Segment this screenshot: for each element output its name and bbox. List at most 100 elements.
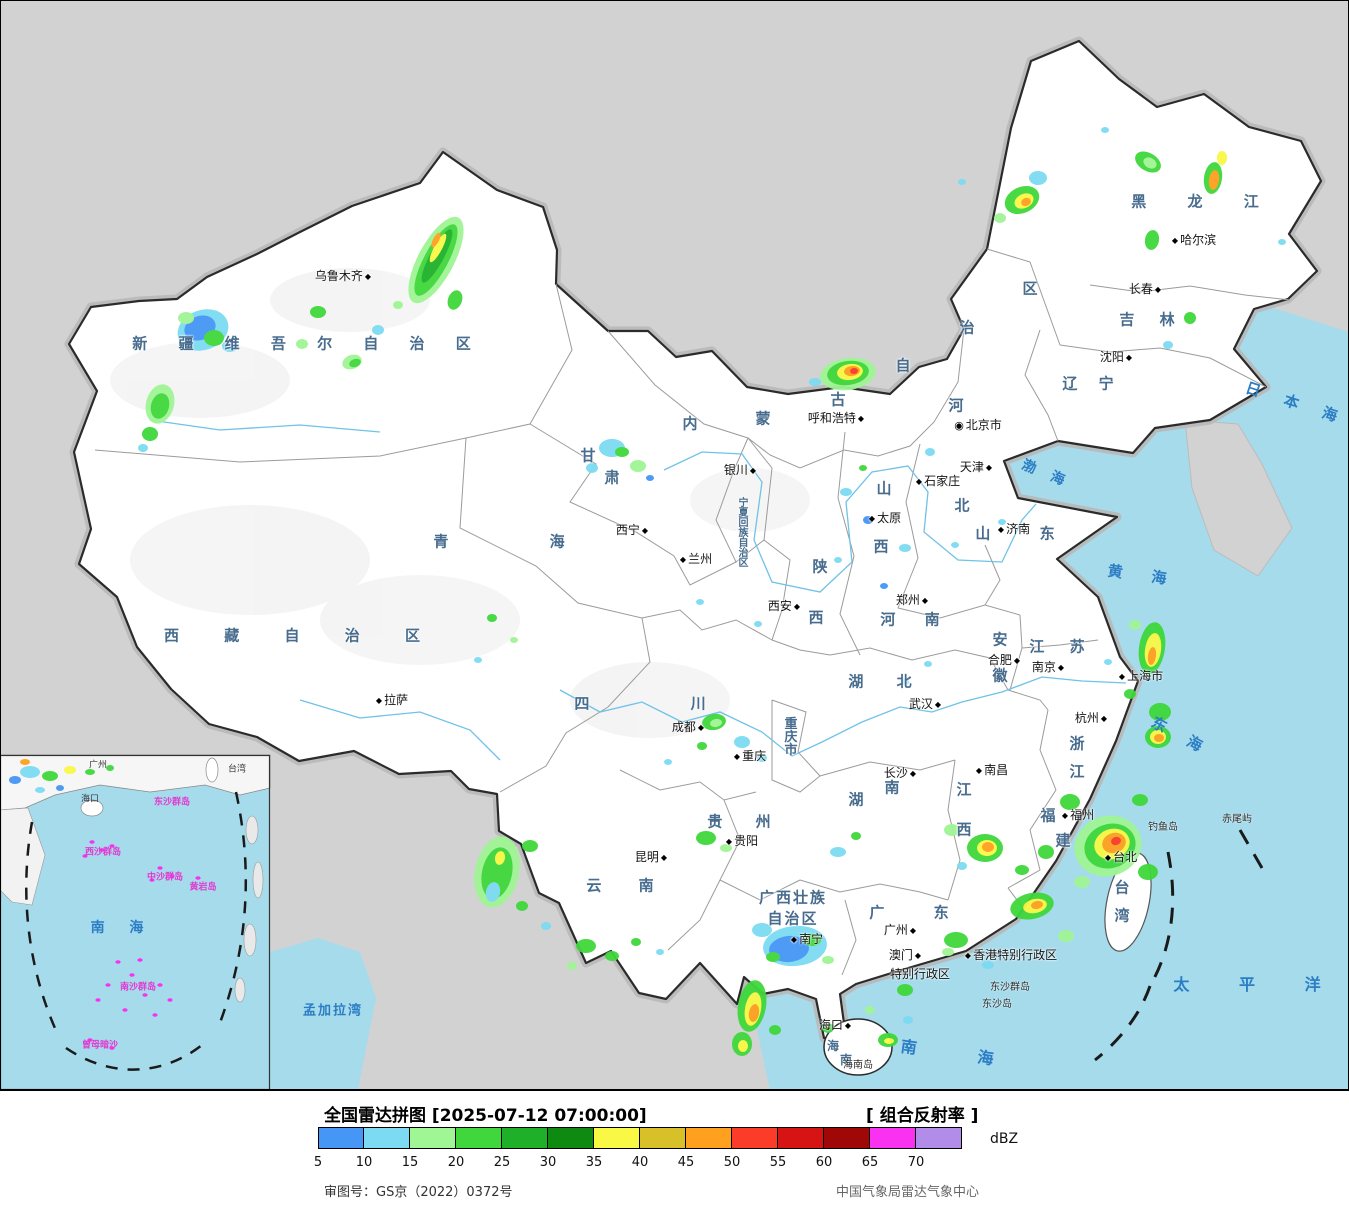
island-dot [157,983,163,987]
radar-echo [697,742,707,750]
radar-echo [757,754,767,762]
map-license-number: 审图号：GS京（2022）0372号 [324,1185,513,1200]
bay-of-bengal [270,938,376,1090]
legend-tick: 50 [723,1155,741,1170]
radar-echo [1144,230,1160,250]
radar-echo [897,984,913,996]
radar-echo [951,542,959,548]
radar-echo [487,614,497,622]
product-name: [ 组合反射率 ] [866,1106,979,1126]
radar-echo [1147,647,1157,665]
legend-swatch [778,1127,824,1149]
radar-echo [822,1023,834,1033]
radar-echo [615,447,629,457]
radar-echo [1029,171,1047,185]
legend-tick: 30 [539,1155,557,1170]
radar-echo [884,1038,894,1044]
legend-swatch [732,1127,778,1149]
legend-swatch [686,1127,732,1149]
radar-echo [20,766,40,778]
radar-echo [720,844,732,852]
radar-echo [1060,794,1080,810]
radar-echo [1138,864,1158,880]
radar-echo [738,1040,748,1052]
radar-echo [485,882,501,902]
radar-echo [1217,151,1227,165]
radar-echo [142,427,158,441]
inset-taiwan [205,757,219,783]
inset-hainan [80,799,104,817]
radar-echo [222,340,238,352]
radar-echo [1038,845,1054,859]
legend-tick-values: 5 10 15 20 25 30 35 40 45 50 55 60 65 70 [314,1155,1018,1171]
legend-tick: 35 [585,1155,603,1170]
radar-echo [56,785,64,791]
radar-echo [1111,836,1121,846]
radar-echo [106,765,114,771]
island-dot [115,960,121,964]
island-dot [195,876,201,880]
island-dot [152,1013,158,1017]
radar-echo [752,923,772,937]
radar-echo [586,463,598,473]
radar-echo [1021,197,1031,207]
inset-nine-dash-line [25,791,248,1071]
radar-echo [834,557,842,563]
province-borders [94,248,1291,976]
radar-echo [64,766,76,774]
radar-echo [541,922,551,930]
credit-text: 中国气象局雷达气象中心 [836,1185,980,1200]
radar-echo [1058,930,1074,942]
legend-swatch [640,1127,686,1149]
radar-echo [924,661,932,667]
legend-unit: dBZ [990,1131,1019,1147]
map-title: 全国雷达拼图 [2025-07-12 07:00:00] [324,1106,647,1126]
inset-philippines [234,815,264,1003]
radar-echo [766,952,780,962]
radar-echo [1031,900,1043,910]
radar-echo [809,378,821,386]
radar-echo [998,519,1006,525]
radar-echo [901,679,909,685]
radar-echo [494,851,506,865]
radar-echo [1278,239,1286,245]
radar-echo [431,232,441,248]
korea-peninsula [1184,419,1293,577]
radar-echo [1132,794,1148,806]
radar-echo [880,583,888,589]
radar-echo [710,718,722,728]
island-dot [122,1008,128,1012]
yellow-river [663,451,1037,593]
legend-swatch [548,1127,594,1149]
china-radar-map: 黑 龙 江吉 林辽 宁内蒙古自治区新 疆 维 吾 尔 自 治 区西 藏 自 治 … [0,0,1349,1091]
island-dot [109,1046,115,1050]
island-dot [95,998,101,1002]
radar-echo [35,787,45,793]
legend-swatch [502,1127,548,1149]
radar-echo [605,951,619,961]
radar-echo [830,847,846,857]
legend-tick: 45 [677,1155,695,1170]
legend-tick: 65 [861,1155,879,1170]
island-dot [169,874,175,878]
radar-echo [9,776,21,784]
radar-echo [1124,689,1136,699]
maritime-boundary-dashes [1094,829,1264,1062]
island-dot [149,878,155,882]
inset-island-dots [82,840,201,1050]
radar-echo [447,290,463,310]
radar-echo [958,179,966,185]
radar-echo [204,330,224,346]
radar-echo [630,460,646,472]
legend-tick: 40 [631,1155,649,1170]
radar-echo [631,938,641,946]
radar-echo [899,544,911,552]
legend-swatch [824,1127,870,1149]
radar-echo [522,840,538,852]
radar-echo [851,832,861,840]
radar-echo [1154,734,1164,742]
radar-echo [150,393,170,419]
radar-echo [863,516,873,524]
island-dot [167,998,173,1002]
